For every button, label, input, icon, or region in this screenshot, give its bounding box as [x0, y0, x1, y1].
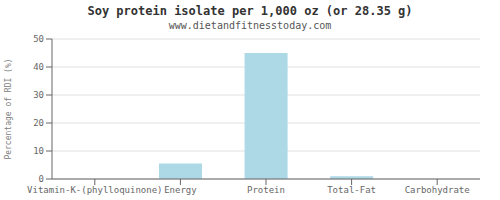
svg-text:30: 30	[33, 90, 44, 100]
svg-text:40: 40	[33, 62, 44, 72]
svg-text:Total-Fat: Total-Fat	[327, 185, 376, 195]
html-text:www.dietandfitnesstoday.com: www.dietandfitnesstoday.com	[168, 20, 332, 31]
svg-text:20: 20	[33, 118, 44, 128]
html-text:Soy protein isolate per 1,000: Soy protein isolate per 1,000 oz (or 28.…	[87, 4, 413, 18]
svg-text:10: 10	[33, 146, 44, 156]
svg-text:Vitamin-K-(phylloquinone): Vitamin-K-(phylloquinone)	[27, 185, 162, 195]
svg-text:Protein: Protein	[247, 185, 285, 195]
svg-text:0: 0	[39, 174, 44, 184]
svg-text:Carbohydrate: Carbohydrate	[405, 185, 470, 195]
svg-text:Energy: Energy	[164, 185, 197, 195]
svg-text:Percentage of RDI (%): Percentage of RDI (%)	[8, 58, 13, 159]
svg-text:50: 50	[33, 34, 44, 44]
